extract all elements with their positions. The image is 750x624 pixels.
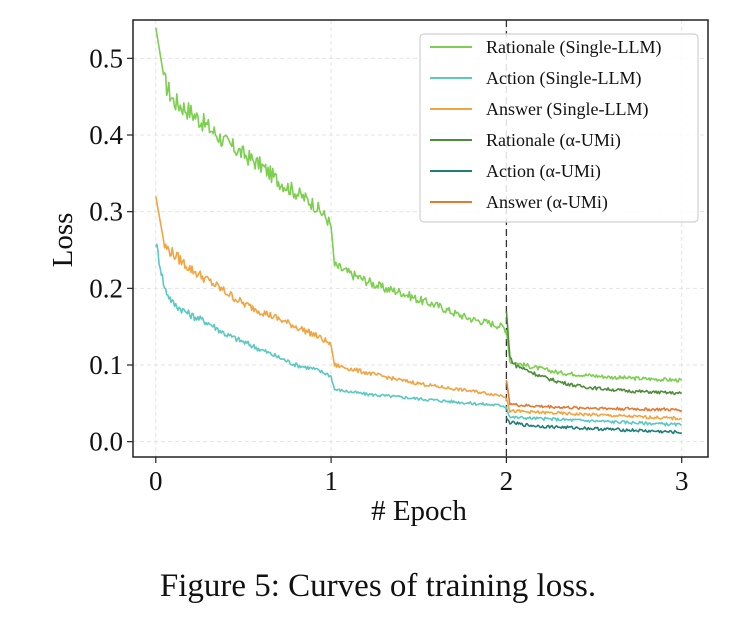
x-ticks: 0 1 2 3: [149, 457, 688, 496]
legend-label: Action (Single-LLM): [486, 68, 641, 89]
plot-frame: [132, 19, 709, 458]
series-line-3: [155, 196, 682, 421]
x-tick-label: 1: [324, 466, 338, 496]
x-tick-label: 3: [675, 466, 689, 496]
y-tick-label: 0.0: [89, 427, 123, 457]
y-tick-label: 0.1: [89, 350, 123, 380]
series-layer: [155, 27, 683, 435]
series-line-1: [155, 27, 683, 383]
y-tick-label: 0.5: [89, 43, 123, 73]
legend-label: Answer (Single-LLM): [486, 99, 648, 120]
x-tick-label: 0: [149, 466, 163, 496]
y-axis-label: Loss: [47, 213, 79, 268]
y-tick-label: 0.2: [89, 273, 123, 303]
y-ticks: 0.0 0.1 0.2 0.3 0.4 0.5: [89, 43, 133, 457]
legend: Rationale (Single-LLM) Action (Single-LLM…: [419, 33, 699, 223]
legend-box: [419, 33, 699, 223]
series-line-5: [505, 417, 683, 435]
legend-label: Action (α-UMi): [486, 161, 601, 182]
legend-label: Answer (α-UMi): [486, 192, 608, 213]
legend-label: Rationale (Single-LLM): [486, 37, 661, 58]
y-tick-label: 0.3: [89, 197, 123, 227]
series-line-4: [505, 311, 682, 396]
series-line-2: [155, 243, 682, 427]
figure-caption: Figure 5: Curves of training loss.: [160, 568, 596, 604]
x-axis-label: # Epoch: [371, 495, 467, 527]
series-line-6: [505, 380, 683, 413]
x-tick-label: 2: [500, 466, 514, 496]
legend-label: Rationale (α-UMi): [486, 130, 621, 151]
y-tick-label: 0.4: [89, 120, 123, 150]
